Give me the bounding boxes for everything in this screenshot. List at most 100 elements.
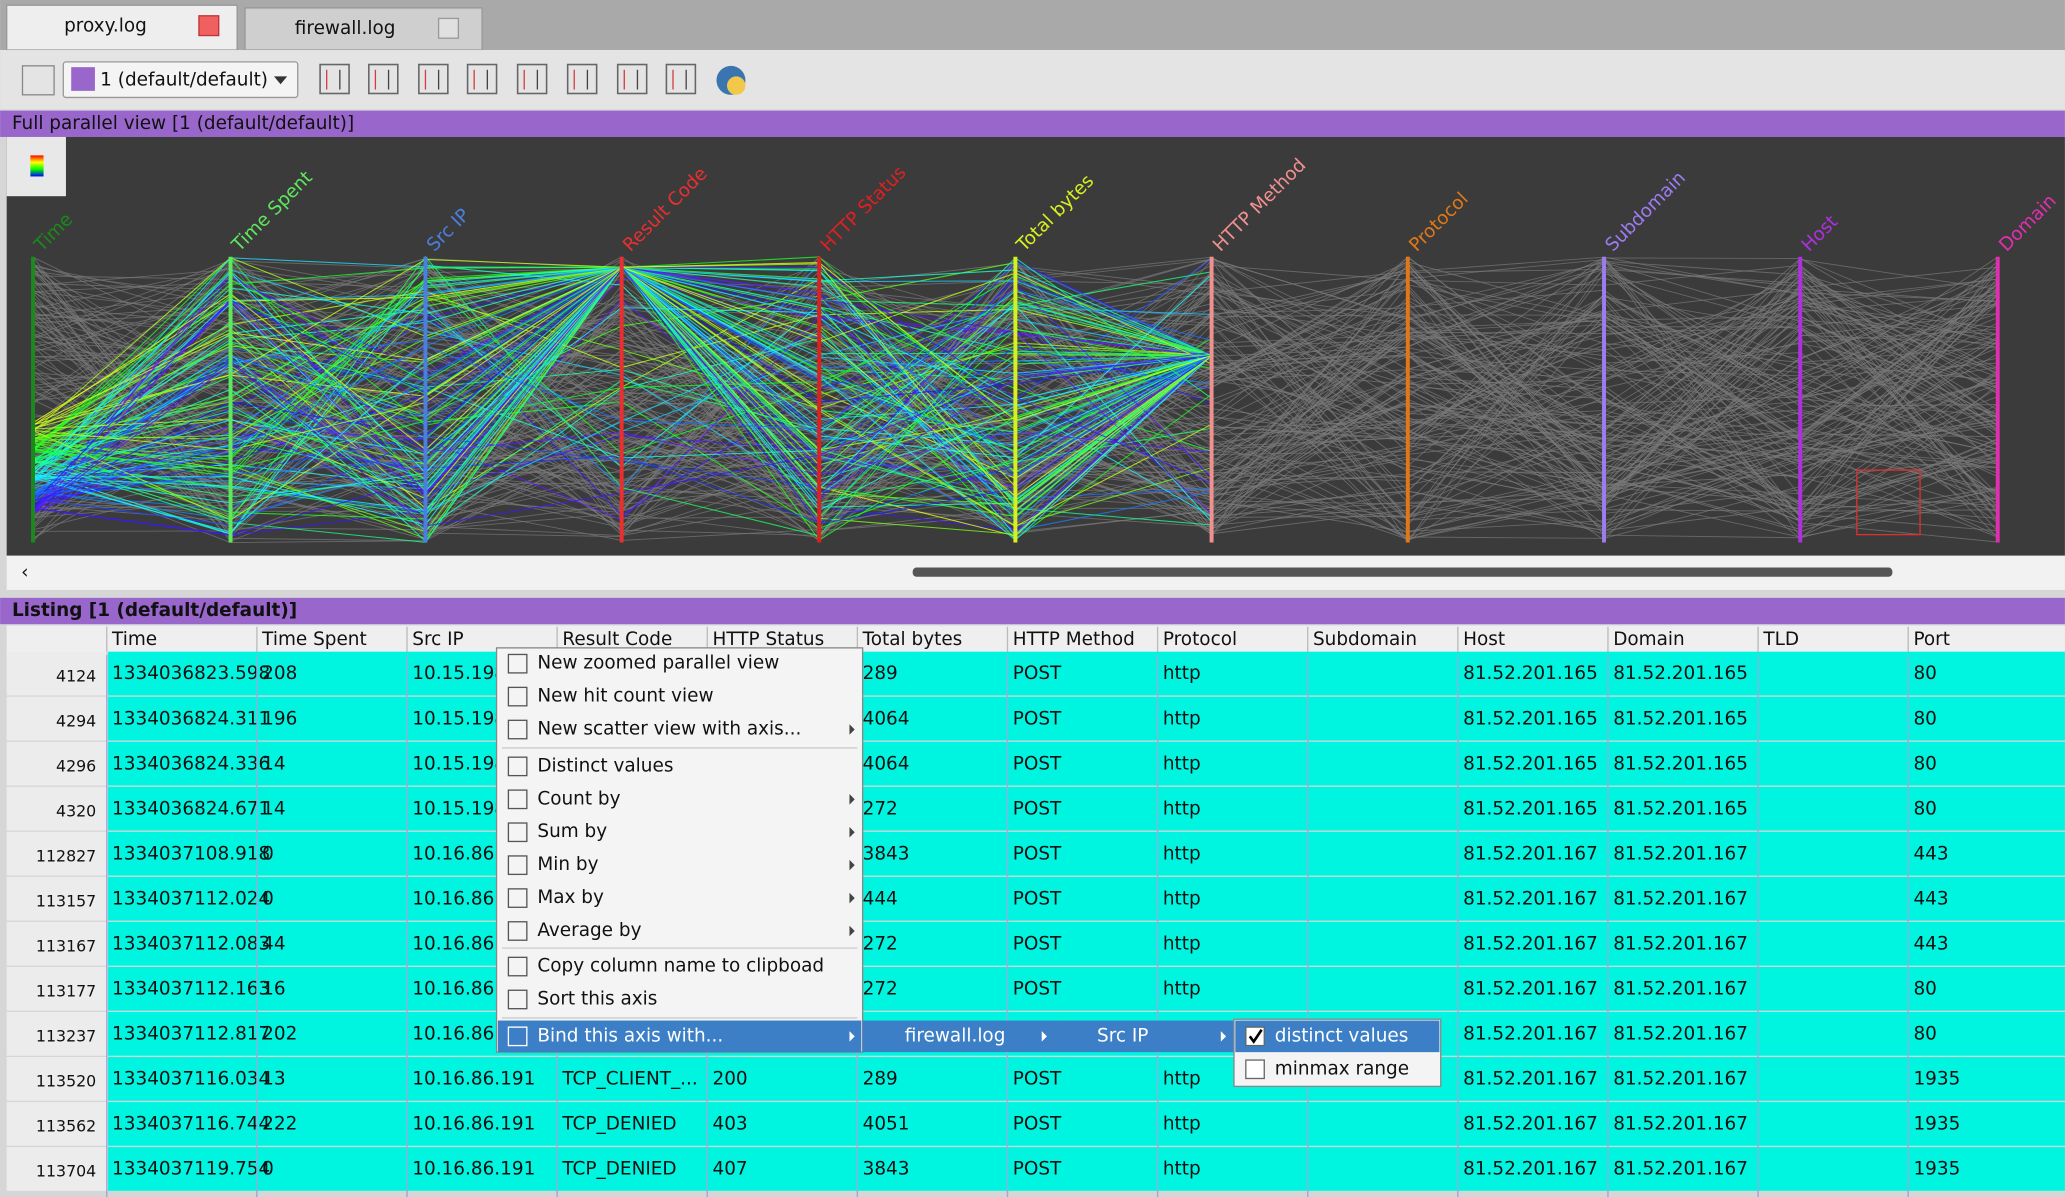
selection-box[interactable] bbox=[1856, 469, 1921, 536]
column-header[interactable]: Domain bbox=[1613, 629, 1684, 650]
row[interactable] bbox=[108, 741, 2065, 786]
column-header[interactable]: Protocol bbox=[1163, 629, 1237, 650]
listing-table: Time Time Spent Src IP Result Code HTTP Stat… bbox=[6, 626, 2065, 1197]
cell: 10.16.86.1 bbox=[412, 1024, 512, 1045]
cell: 16 bbox=[262, 978, 285, 999]
row-header bbox=[6, 786, 107, 831]
submenu-label[interactable]: firewall.log bbox=[905, 1025, 1006, 1046]
row-index: 113177 bbox=[36, 982, 96, 1001]
scrollbar[interactable] bbox=[912, 567, 1893, 577]
menu-icon bbox=[507, 822, 528, 843]
menu-icon bbox=[507, 855, 528, 876]
menu-icon bbox=[507, 756, 528, 777]
menu-item[interactable]: Average by bbox=[537, 920, 641, 941]
cell: 1334037119.754 bbox=[112, 1159, 270, 1180]
menu-item[interactable]: Min by bbox=[537, 854, 598, 875]
cell: 10.15.198 bbox=[412, 663, 506, 684]
tab-close[interactable] bbox=[437, 17, 460, 39]
cell: 81.52.201.167 bbox=[1613, 978, 1748, 999]
cell: 272 bbox=[863, 798, 898, 819]
menu-item[interactable]: New zoomed parallel view bbox=[537, 653, 779, 674]
toolbar-button[interactable] bbox=[319, 63, 350, 95]
menu-item[interactable]: Sort this axis bbox=[537, 988, 657, 1009]
menu-item[interactable]: Copy column name to clipboad bbox=[537, 956, 824, 977]
menu-item[interactable]: New scatter view with axis... bbox=[537, 719, 801, 740]
submenu-item[interactable] bbox=[862, 1020, 1058, 1053]
cell: 407 bbox=[713, 1159, 748, 1180]
column-header[interactable]: Time bbox=[111, 629, 157, 650]
column-header[interactable]: Host bbox=[1463, 629, 1505, 650]
row[interactable] bbox=[108, 696, 2065, 741]
toolbar-button[interactable] bbox=[466, 63, 498, 95]
cell: TCP_CLIENT_... bbox=[561, 1069, 697, 1090]
column-header[interactable]: Total bytes bbox=[862, 629, 963, 650]
menu-item[interactable]: Max by bbox=[537, 887, 604, 908]
menu-icon bbox=[507, 789, 528, 810]
submenu-arrow bbox=[849, 925, 855, 937]
row[interactable] bbox=[108, 831, 2065, 876]
tab[interactable]: proxy.log bbox=[64, 15, 147, 36]
toolbar-button[interactable] bbox=[418, 63, 449, 95]
row[interactable] bbox=[108, 921, 2065, 966]
row[interactable] bbox=[108, 786, 2065, 831]
row[interactable] bbox=[108, 966, 2065, 1011]
cell: 81.52.201.167 bbox=[1463, 978, 1598, 999]
cell: POST bbox=[1013, 798, 1062, 819]
menu-item[interactable]: Count by bbox=[537, 788, 620, 809]
cell: 10.16.86.191 bbox=[412, 1159, 535, 1180]
submenu-arrow bbox=[1041, 1031, 1047, 1042]
menu-item[interactable]: Sum by bbox=[537, 821, 607, 842]
scroll-left[interactable]: ‹ bbox=[21, 562, 28, 583]
cell: 1334036824.336 bbox=[112, 753, 270, 774]
toolbar-button[interactable] bbox=[21, 65, 55, 96]
cell: http bbox=[1163, 663, 1201, 684]
toolbar-button[interactable] bbox=[368, 63, 399, 95]
layer-dropdown[interactable] bbox=[62, 61, 299, 99]
column-header[interactable]: HTTP Method bbox=[1013, 629, 1135, 650]
cell: 10.16.86.1 bbox=[412, 978, 512, 999]
row[interactable] bbox=[108, 1102, 2065, 1146]
cell: 1334037112.163 bbox=[112, 978, 270, 999]
toolbar-button[interactable] bbox=[616, 63, 648, 95]
submenu-arrow bbox=[849, 892, 855, 904]
cell: 81.52.201.167 bbox=[1613, 843, 1748, 864]
cell: 3843 bbox=[863, 1159, 910, 1180]
column-header[interactable]: Src IP bbox=[412, 629, 463, 650]
menu-item[interactable]: New hit count view bbox=[537, 686, 713, 707]
row[interactable] bbox=[108, 651, 2065, 696]
toolbar-button[interactable] bbox=[516, 63, 548, 95]
cell: 81.52.201.167 bbox=[1613, 1024, 1748, 1045]
layer-label: 1 (default/default) bbox=[100, 69, 268, 90]
cell: 81.52.201.167 bbox=[1463, 1024, 1598, 1045]
submenu-option[interactable]: distinct values bbox=[1275, 1025, 1409, 1046]
menu-item[interactable]: Distinct values bbox=[537, 755, 673, 776]
row[interactable] bbox=[108, 1147, 2065, 1191]
cell: 81.52.201.165 bbox=[1613, 798, 1748, 819]
submenu-option[interactable]: minmax range bbox=[1275, 1058, 1409, 1079]
cell: http bbox=[1163, 1114, 1201, 1135]
tab[interactable]: firewall.log bbox=[295, 18, 396, 39]
cell: POST bbox=[1013, 888, 1062, 909]
submenu-item[interactable] bbox=[1057, 1020, 1234, 1053]
row[interactable] bbox=[108, 1057, 2065, 1101]
menu-item[interactable]: Bind this axis with... bbox=[537, 1025, 723, 1046]
column-header[interactable]: Time Spent bbox=[261, 629, 367, 650]
column-header[interactable]: HTTP Status bbox=[713, 629, 825, 650]
checkbox[interactable] bbox=[1245, 1059, 1265, 1080]
submenu-label[interactable]: Src IP bbox=[1097, 1025, 1148, 1046]
row[interactable] bbox=[108, 876, 2065, 921]
icon-part bbox=[726, 76, 746, 95]
cell: http bbox=[1163, 933, 1201, 954]
column-header[interactable]: Port bbox=[1913, 629, 1950, 650]
toolbar-button[interactable] bbox=[665, 63, 697, 95]
column-header[interactable]: Result Code bbox=[562, 629, 672, 650]
cell: 1935 bbox=[1913, 1069, 1960, 1090]
cell: 1334037116.744 bbox=[112, 1114, 270, 1135]
toolbar-button[interactable] bbox=[566, 63, 598, 95]
column-header[interactable]: TLD bbox=[1762, 629, 1799, 650]
cell: 81.52.201.167 bbox=[1463, 1114, 1598, 1135]
cell: POST bbox=[1013, 843, 1062, 864]
column-header[interactable]: Subdomain bbox=[1313, 629, 1417, 650]
tab-close[interactable] bbox=[198, 15, 220, 37]
